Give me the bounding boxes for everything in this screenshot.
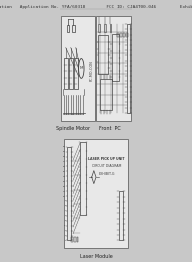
Bar: [126, 33, 127, 37]
Bar: [119, 191, 122, 241]
Bar: [72, 25, 74, 32]
Text: EXHIBIT-G: EXHIBIT-G: [98, 172, 115, 176]
Text: 4: 4: [64, 225, 66, 226]
Text: 8: 8: [64, 205, 66, 206]
Bar: [123, 33, 125, 37]
Bar: [100, 79, 113, 110]
Text: CIRCUIT DIAGRAM: CIRCUIT DIAGRAM: [92, 164, 121, 168]
Text: 5: 5: [64, 220, 66, 221]
Text: FC-MO-CON: FC-MO-CON: [89, 60, 93, 81]
Text: M: M: [79, 67, 83, 70]
Text: 9: 9: [64, 200, 66, 201]
Bar: [98, 35, 108, 74]
Text: 10: 10: [63, 195, 66, 196]
Text: Spindle Motor: Spindle Motor: [56, 126, 90, 131]
Bar: [67, 147, 71, 241]
Bar: [127, 24, 130, 113]
Bar: [118, 33, 119, 37]
Text: 1: 1: [64, 240, 66, 241]
Text: 14: 14: [63, 176, 66, 177]
Bar: [110, 24, 111, 32]
Text: 18: 18: [63, 156, 66, 157]
Bar: [77, 237, 79, 242]
Text: 2: 2: [64, 235, 66, 236]
Text: Laser Module: Laser Module: [80, 254, 112, 259]
Bar: [104, 24, 106, 32]
Bar: [120, 33, 122, 37]
Bar: [71, 237, 73, 242]
Text: 11: 11: [63, 190, 66, 192]
Bar: [98, 24, 100, 32]
Text: 13: 13: [63, 181, 66, 182]
Text: 3: 3: [64, 230, 66, 231]
Text: 16: 16: [63, 166, 66, 167]
Bar: [80, 143, 86, 215]
Bar: [96, 16, 131, 121]
Text: 15: 15: [63, 171, 66, 172]
Text: 19: 19: [63, 151, 66, 152]
Bar: [74, 237, 76, 242]
Text: Toshiba Corporation   Application No. YFA/60318        FCC ID: CJA4T00-046      : Toshiba Corporation Application No. YFA/…: [0, 5, 192, 9]
Bar: [69, 58, 73, 89]
Text: 6: 6: [64, 215, 66, 216]
Text: Front  PC: Front PC: [99, 126, 121, 131]
Bar: [64, 58, 68, 89]
Bar: [67, 25, 70, 32]
Bar: [61, 16, 95, 121]
Text: 7: 7: [64, 210, 66, 211]
Bar: [65, 139, 127, 248]
Text: 20: 20: [63, 146, 66, 147]
Text: 17: 17: [63, 161, 66, 162]
Text: LASER PICK UP UNIT: LASER PICK UP UNIT: [89, 156, 125, 161]
Bar: [74, 58, 78, 89]
Text: 12: 12: [63, 186, 66, 187]
Bar: [112, 34, 119, 81]
